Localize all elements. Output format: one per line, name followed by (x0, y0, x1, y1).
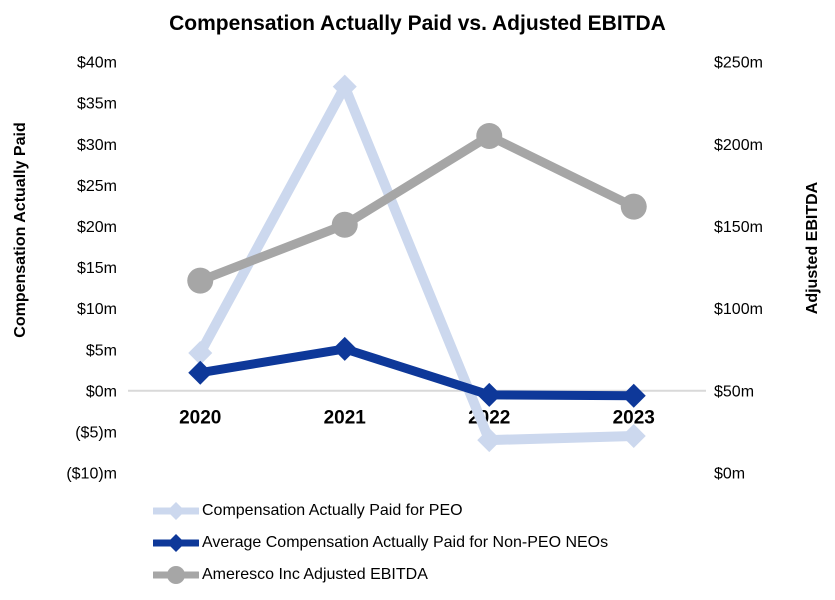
peo-line-marker-icon (153, 502, 199, 520)
legend-item-ameresco-ebitda: Ameresco Inc Adjusted EBITDA (153, 559, 608, 591)
right-axis-tick-label: $200m (714, 137, 763, 154)
left-axis-tick-label: ($10)m (66, 466, 117, 483)
ameresco-ebitda-line-marker-icon (153, 566, 199, 584)
left-axis-tick-label: $30m (77, 137, 117, 154)
series-point-non-peo-neos (477, 382, 502, 407)
legend-marker-shape (167, 566, 185, 584)
series-line-non-peo-neos (195, 344, 639, 401)
series-point-non-peo-neos (188, 360, 213, 385)
series-point-peo (477, 428, 502, 453)
left-axis-tick-label: $5m (86, 342, 117, 359)
left-axis-tick-label: ($5)m (75, 425, 117, 442)
left-axis-tick-label: $40m (77, 55, 117, 72)
left-axis-tick-label: $10m (77, 301, 117, 318)
series-point-peo (332, 74, 357, 99)
right-axis-tick-label: $250m (714, 55, 763, 72)
series-point-ameresco-ebitda (476, 122, 503, 149)
legend-label-peo: Compensation Actually Paid for PEO (202, 502, 463, 519)
series-point-ameresco-ebitda (331, 211, 358, 238)
series-point-peo (621, 424, 646, 449)
legend-label-non-peo-neos: Average Compensation Actually Paid for N… (202, 534, 609, 551)
series-point-peo (188, 340, 213, 365)
non-peo-line-marker-icon (153, 534, 199, 552)
legend-label-ameresco-ebitda: Ameresco Inc Adjusted EBITDA (202, 566, 428, 583)
legend: Compensation Actually Paid for PEO Avera… (153, 495, 608, 591)
legend-marker-shape (167, 502, 185, 520)
series-point-non-peo-neos (621, 383, 646, 408)
x-axis-tick-label: 2021 (324, 408, 367, 429)
series-point-ameresco-ebitda (620, 193, 647, 220)
left-axis-title: Compensation Actually Paid (12, 122, 29, 337)
right-axis-tick-label: $50m (714, 383, 754, 400)
x-axis-tick-label: 2023 (613, 408, 655, 429)
left-axis-tick-label: $25m (77, 178, 117, 195)
legend-item-non-peo-neos: Average Compensation Actually Paid for N… (153, 527, 608, 559)
legend-marker-shape (167, 534, 185, 552)
series-line-ameresco-ebitda (195, 131, 639, 286)
left-axis-tick-label: $15m (77, 260, 117, 277)
series-line-peo (195, 81, 639, 446)
right-axis-title: Adjusted EBITDA (804, 181, 821, 314)
legend-item-peo: Compensation Actually Paid for PEO (153, 495, 608, 527)
chart-title: Compensation Actually Paid vs. Adjusted … (169, 12, 666, 35)
x-axis-tick-label: 2020 (179, 408, 221, 429)
right-axis-tick-label: $150m (714, 219, 763, 236)
left-axis-tick-label: $35m (77, 96, 117, 113)
right-axis-tick-label: $0m (714, 466, 745, 483)
left-axis-tick-label: $0m (86, 383, 117, 400)
right-axis-tick-label: $100m (714, 301, 763, 318)
series-point-non-peo-neos (332, 336, 357, 361)
left-axis-tick-label: $20m (77, 219, 117, 236)
series-point-ameresco-ebitda (187, 267, 214, 294)
